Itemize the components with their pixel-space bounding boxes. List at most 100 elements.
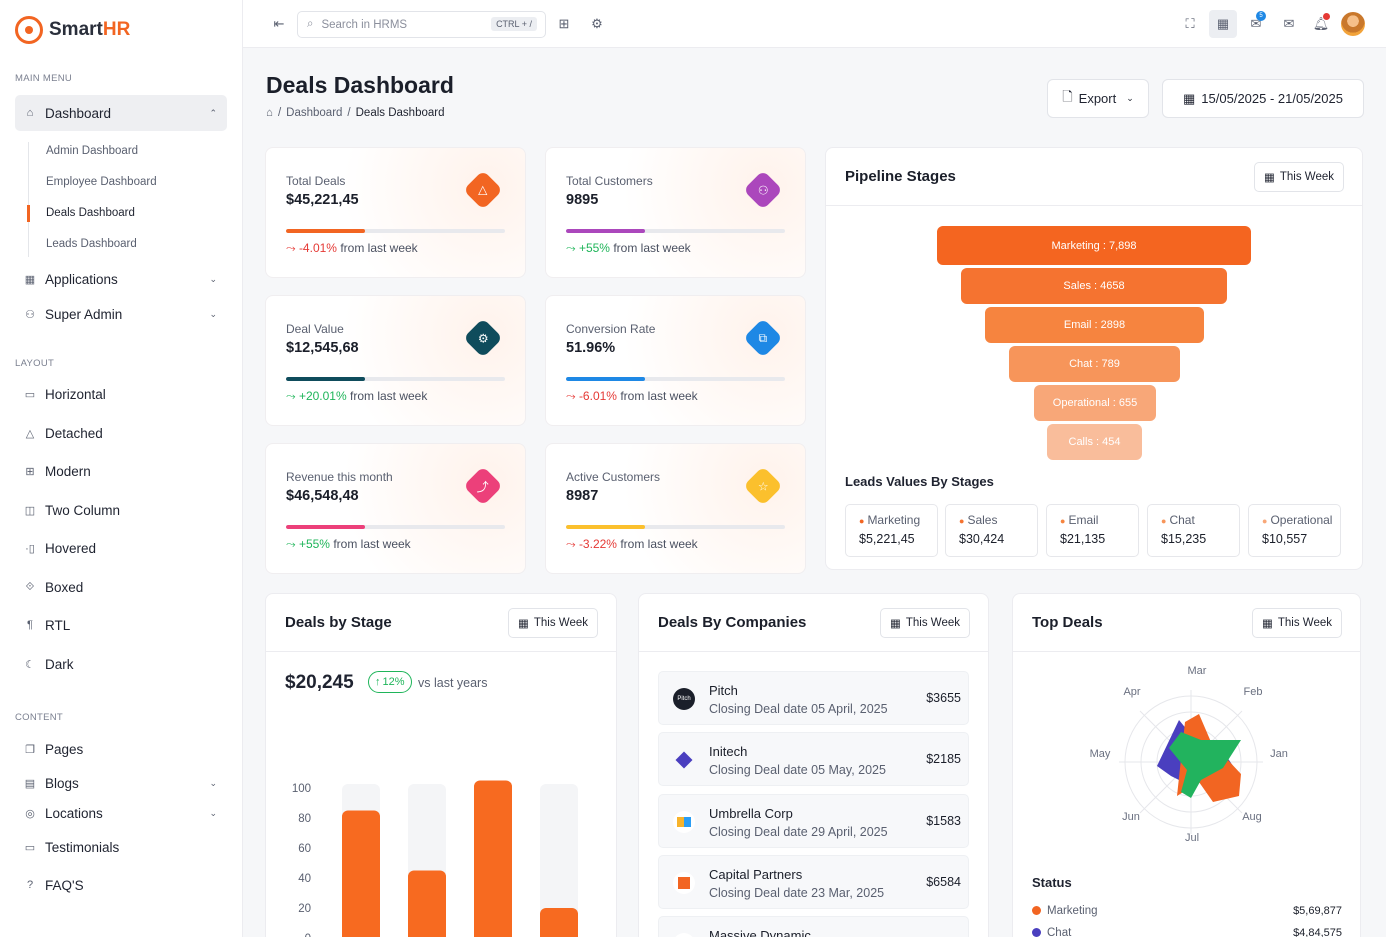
company-deal-row[interactable]: Pitch Pitch Closing Deal date 05 April, 20… [658,671,969,725]
calendar-icon: ▦ [518,618,529,630]
this-week-button[interactable]: ▦ This Week [1254,162,1344,192]
this-week-button[interactable]: ▦ This Week [508,608,598,638]
lead-value: $30,424 [959,532,1005,546]
search-input[interactable]: ⌕ Search in HRMS CTRL + / [297,11,546,38]
sidebar-item-detached[interactable]: △ Detached [15,415,227,451]
sidebar-item-boxed[interactable]: ⟐ Boxed [15,569,227,605]
submenu-deals-dashboard[interactable]: Deals Dashboard [46,207,135,219]
month-label: Aug [1242,811,1262,823]
sidebar-item-modern[interactable]: ⊞ Modern [15,453,227,489]
funnel-stage[interactable]: Sales : 4658 [961,268,1227,304]
sidebar-item-two-column[interactable]: ◫ Two Column [15,492,227,528]
panel-title: Deals By Companies [658,614,807,631]
sidebar-item-hovered[interactable]: ·▯ Hovered [15,530,227,566]
sidebar-item-dark[interactable]: ☾ Dark [15,646,227,682]
stat-value: 51.96% [566,340,616,356]
lead-value-box: ● Chat $15,235 [1147,504,1240,557]
lead-name: Chat [1169,513,1195,527]
sidebar-item-horizontal[interactable]: ▭ Horizontal [15,376,227,412]
this-week-button[interactable]: ▦ This Week [1252,608,1342,638]
sidebar-item-label: Boxed [45,579,84,595]
sidebar-item-label: Applications [45,271,118,287]
home-icon[interactable]: ⌂ [266,107,273,119]
export-button[interactable]: 🗋︎ Export ⌄ [1047,79,1149,118]
sidebar-item-blogs[interactable]: ▤ Blogs ⌄ [15,765,227,801]
company-deal-row[interactable]: Umbrella Corp Closing Deal date 29 April,… [658,794,969,848]
submenu-employee-dashboard[interactable]: Employee Dashboard [46,176,157,188]
date-range-button[interactable]: ▦ 15/05/2025 - 21/05/2025 [1162,79,1364,118]
company-deal-row[interactable]: Capital Partners Closing Deal date 23 Mar… [658,855,969,909]
funnel-stage[interactable]: Marketing : 7,898 [937,226,1251,265]
lead-value: $21,135 [1060,532,1106,546]
filter-label: This Week [1277,617,1332,629]
this-week-button[interactable]: ▦ This Week [880,608,970,638]
bullet-icon: ● [1060,516,1066,526]
dashboard-grid-icon[interactable]: ▦ [1209,10,1237,38]
lead-name: Operational [1270,513,1333,527]
chevron-down-icon: ⌄ [209,308,217,319]
collapse-sidebar-icon[interactable]: ⇤ [273,16,285,31]
funnel-stage[interactable]: Operational : 655 [1034,385,1156,421]
calendar-icon: ▦ [1262,618,1273,630]
sidebar-item-faqs[interactable]: ? FAQ'S [15,867,227,903]
settings-icon[interactable]: ⚙ [591,16,603,31]
deals-by-stage-chart: 100 80 60 40 20 0 [292,780,578,937]
fullscreen-icon[interactable]: ⛶ [1185,16,1195,31]
top-deals-radar-chart: Mar Feb Jan Aug Jul Jun May Apr [1090,665,1288,844]
y-tick-label: 60 [298,843,311,855]
chat-icon[interactable]: ✉ [1250,16,1262,31]
submenu-leads-dashboard[interactable]: Leads Dashboard [46,238,137,250]
company-deal-row[interactable]: Initech Closing Deal date 05 May, 2025 $21… [658,732,969,786]
breadcrumb-dashboard[interactable]: Dashboard [286,107,343,119]
status-name: Marketing [1047,905,1098,917]
pages-icon: ❐ [25,743,35,756]
sidebar-item-applications[interactable]: ▦ Applications ⌄ [15,261,227,297]
avatar[interactable] [1341,12,1365,36]
deal-value-icon: ⚙ [463,318,503,358]
bar[interactable] [408,870,446,937]
sidebar-item-locations[interactable]: ◎ Locations ⌄ [15,795,227,831]
stat-value: 9895 [566,192,599,208]
stat-label: Conversion Rate [566,322,656,336]
app-logo[interactable]: SmartHR [15,16,130,44]
massive-dynamic-logo-icon [673,933,695,937]
apps-grid-icon[interactable]: ⊞ [558,16,570,31]
company-deal-row[interactable]: Massive Dynamic [658,916,969,937]
sidebar-item-label: Locations [45,805,103,821]
closing-date: Closing Deal date 05 May, 2025 [709,763,886,777]
sidebar-item-testimonials[interactable]: ▭ Testimonials [15,829,227,865]
home-icon: ⌂ [26,107,34,119]
funnel-stage[interactable]: Chat : 789 [1009,346,1180,382]
bar[interactable] [540,908,578,937]
funnel-stage[interactable]: Email : 2898 [985,307,1204,343]
sidebar-item-label: Blogs [45,775,79,791]
stat-label: Total Customers [566,174,653,188]
sidebar-item-pages[interactable]: ❐ Pages [15,731,227,767]
search-placeholder: Search in HRMS [321,18,408,31]
logo-text: Smart [49,19,103,40]
mail-icon[interactable]: ✉ [1283,16,1295,31]
chevron-down-icon: ⌄ [1126,93,1134,103]
lead-value-box: ● Operational $10,557 [1248,504,1341,557]
bar[interactable] [342,810,380,937]
calendar-icon: ▦ [1264,172,1275,184]
revenue-icon: ⤴ [463,466,503,506]
sidebar-item-dashboard[interactable]: ⌂ Dashboard ⌃ [15,95,227,131]
status-dot [1032,906,1041,915]
layout-modern-icon: ⊞ [25,465,35,478]
stat-progress [566,377,785,381]
stat-change-suffix: from last week [350,389,428,403]
bullet-icon: ● [959,516,965,526]
bar[interactable] [474,780,512,937]
trend-icon: ⤳ [286,241,299,255]
sidebar-item-super-admin[interactable]: ⚇ Super Admin ⌄ [15,296,227,332]
submenu-admin-dashboard[interactable]: Admin Dashboard [46,145,139,157]
user-icon: ⚇ [25,308,35,321]
y-tick-label: 80 [298,813,311,825]
status-row: Marketing $5,69,877 [1032,905,1342,917]
sidebar-item-rtl[interactable]: ¶ RTL [15,607,227,643]
month-label: May [1090,748,1111,760]
bullet-icon: ● [1262,516,1268,526]
top-deals-panel: Top Deals ▦ This Week Mar Feb Jan Aug Jul Jun M… [1012,593,1361,937]
funnel-stage[interactable]: Calls : 454 [1047,424,1142,460]
